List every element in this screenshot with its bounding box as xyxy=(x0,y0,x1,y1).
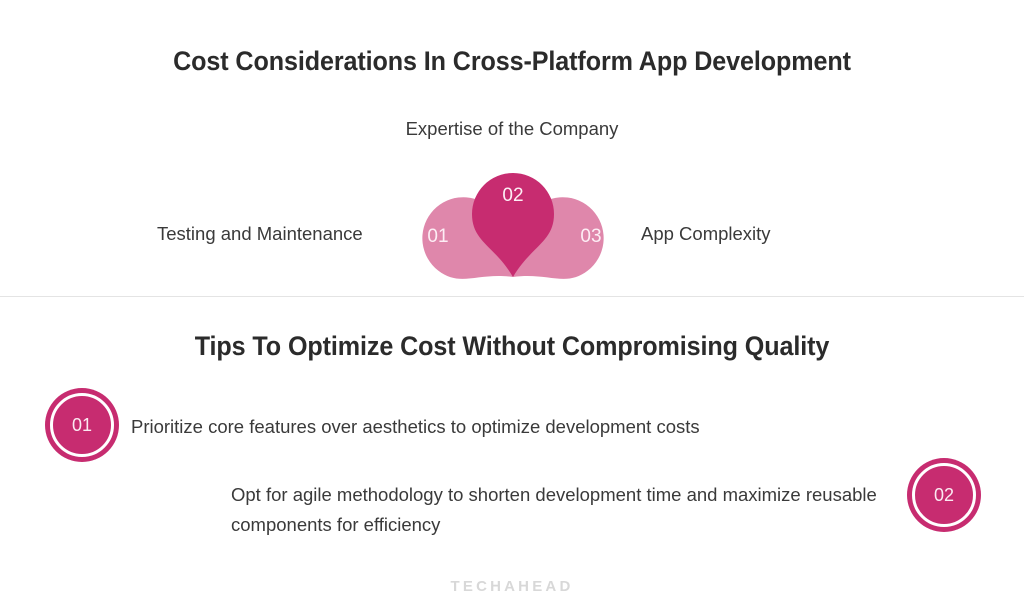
map-pin-02-number: 02 xyxy=(502,185,523,206)
pin-label-expertise: Expertise of the Company xyxy=(405,118,619,139)
tip-text-01: Prioritize core features over aesthetics… xyxy=(131,416,700,437)
pin-label-testing: Testing and Maintenance xyxy=(157,223,363,244)
section-one-title: Cost Considerations In Cross-Platform Ap… xyxy=(173,46,851,76)
map-pin-03-number: 03 xyxy=(580,226,601,247)
map-pin-02[interactable] xyxy=(472,173,554,277)
brand-watermark: TECHAHEAD xyxy=(450,578,574,595)
map-pin-cluster: 01 02 03 xyxy=(397,150,629,286)
tip-badge-02-number: 02 xyxy=(933,484,955,505)
pin-label-complexity: App Complexity xyxy=(641,223,771,244)
tip-badge-02: 02 xyxy=(907,458,981,532)
tip-badge-01: 01 xyxy=(45,388,119,462)
section-divider xyxy=(0,296,1024,297)
map-pin-01-number: 01 xyxy=(427,226,448,247)
section-two-title: Tips To Optimize Cost Without Compromisi… xyxy=(194,331,830,361)
tip-text-02: Opt for agile methodology to shorten dev… xyxy=(231,484,877,535)
tip-badge-01-number: 01 xyxy=(71,414,93,435)
